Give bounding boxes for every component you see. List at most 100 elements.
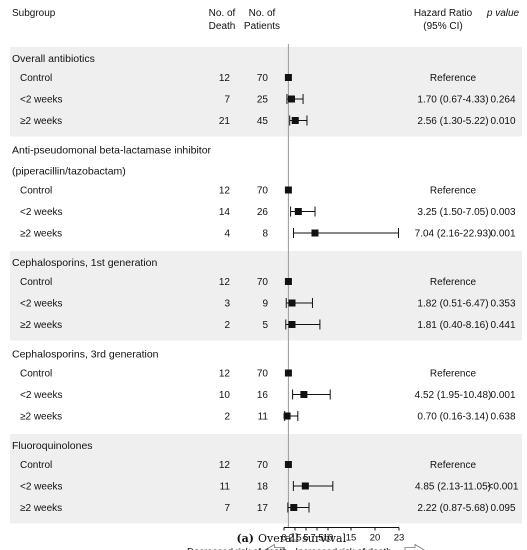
hazard-ratio-text: 7.04 (2.16-22.93) xyxy=(415,229,492,240)
hazard-ratio-point xyxy=(291,117,299,124)
hazard-ratio-text: Reference xyxy=(430,369,477,380)
deaths-value: 21 xyxy=(219,116,231,127)
patients-value: 70 xyxy=(257,186,269,197)
patients-value: 5 xyxy=(262,320,268,331)
hazard-ratio-point xyxy=(301,482,309,490)
x-tick-label: 15 xyxy=(346,533,357,544)
p-value: 0.638 xyxy=(490,412,515,423)
row-label: ≥2 weeks xyxy=(20,116,62,127)
hazard-ratio-text: Reference xyxy=(430,73,477,84)
x-tick-label: 0 xyxy=(281,533,286,544)
group-title: Overall antibiotics xyxy=(12,53,95,65)
header-hazard-ratio-line2: (95% CI) xyxy=(423,21,462,32)
hazard-ratio-point xyxy=(294,208,302,215)
deaths-value: 3 xyxy=(224,299,230,310)
patients-value: 17 xyxy=(257,503,269,514)
hazard-ratio-point xyxy=(290,504,298,511)
row-label: ≥2 weeks xyxy=(20,229,62,240)
p-value: 0.001 xyxy=(490,229,515,240)
legend-decreased-risk: Decreased risk of death xyxy=(187,547,287,550)
patients-value: 8 xyxy=(262,229,268,240)
patients-value: 70 xyxy=(257,369,269,380)
hazard-ratio-point xyxy=(284,369,292,377)
row-label: Control xyxy=(20,460,52,471)
row-label: <2 weeks xyxy=(20,95,63,106)
row-label: Control xyxy=(20,186,52,197)
group-title: Anti-pseudomonal beta-lactamase inhibito… xyxy=(12,145,212,157)
x-tick-label: 7.5 xyxy=(310,533,323,544)
header-deaths-line2: Death xyxy=(209,21,236,32)
p-value: 0.095 xyxy=(490,503,515,514)
group-title: Cephalosporins, 3rd generation xyxy=(12,349,159,361)
p-value: <0.001 xyxy=(488,482,519,493)
x-tick-label: 2.5 xyxy=(288,533,301,544)
p-value: 0.441 xyxy=(490,320,515,331)
row-label: ≥2 weeks xyxy=(20,320,62,331)
arrow-left-icon xyxy=(264,543,285,550)
hazard-ratio-text: 0.70 (0.16-3.14) xyxy=(417,412,488,423)
hazard-ratio-text: Reference xyxy=(430,460,477,471)
hazard-ratio-point xyxy=(287,95,295,103)
header-patients-line1: No. of xyxy=(249,8,276,19)
row-label: <2 weeks xyxy=(20,390,63,401)
hazard-ratio-point xyxy=(288,321,296,328)
hazard-ratio-point xyxy=(283,412,291,420)
group-title: (piperacillin/tazobactam) xyxy=(12,166,126,178)
group-band xyxy=(10,251,522,341)
x-tick-label: 20 xyxy=(370,533,381,544)
group-band xyxy=(10,434,522,524)
legend-increased-risk: Increased risk of death xyxy=(295,547,391,550)
group-band xyxy=(10,47,522,137)
group-title: Fluoroquinolones xyxy=(12,440,93,452)
p-value: 0.003 xyxy=(490,207,515,218)
deaths-value: 12 xyxy=(219,369,231,380)
row-label: <2 weeks xyxy=(20,482,63,493)
deaths-value: 7 xyxy=(224,503,230,514)
row-label: Control xyxy=(20,369,52,380)
p-value: 0.001 xyxy=(490,390,515,401)
hazard-ratio-text: 1.82 (0.51-6.47) xyxy=(417,299,488,310)
deaths-value: 12 xyxy=(219,460,231,471)
patients-value: 16 xyxy=(257,390,269,401)
header-p-value: p value xyxy=(486,8,520,19)
row-label: Control xyxy=(20,277,52,288)
caption-text: Overall survival xyxy=(258,532,347,545)
hazard-ratio-point xyxy=(284,186,292,194)
deaths-value: 11 xyxy=(220,482,231,493)
header-patients-line2: Patients xyxy=(244,21,280,32)
row-label: ≥2 weeks xyxy=(20,412,62,423)
hazard-ratio-point xyxy=(284,74,292,81)
arrow-right-icon xyxy=(404,543,425,550)
hazard-ratio-text: 1.81 (0.40-8.16) xyxy=(417,320,488,331)
hazard-ratio-text: Reference xyxy=(430,186,477,197)
hazard-ratio-point xyxy=(284,461,292,468)
row-label: <2 weeks xyxy=(20,299,63,310)
patients-value: 26 xyxy=(257,207,269,218)
x-tick-label: 5 xyxy=(303,533,308,544)
deaths-value: 7 xyxy=(224,95,230,106)
deaths-value: 4 xyxy=(224,229,230,240)
row-label: ≥2 weeks xyxy=(20,503,62,514)
hazard-ratio-point xyxy=(300,391,308,398)
row-label: <2 weeks xyxy=(20,207,63,218)
patients-value: 18 xyxy=(257,482,269,493)
deaths-value: 14 xyxy=(219,207,231,218)
hazard-ratio-text: 2.22 (0.87-5.68) xyxy=(417,503,488,514)
patients-value: 9 xyxy=(262,299,268,310)
x-tick-label: 10 xyxy=(323,533,334,544)
hazard-ratio-point xyxy=(311,229,319,237)
patients-value: 45 xyxy=(257,116,269,127)
header-subgroup: Subgroup xyxy=(12,8,56,19)
p-value: 0.264 xyxy=(490,95,515,106)
hazard-ratio-text: 1.70 (0.67-4.33) xyxy=(417,95,488,106)
p-value: 0.353 xyxy=(490,299,515,310)
row-label: Control xyxy=(20,73,52,84)
deaths-value: 12 xyxy=(219,186,231,197)
patients-value: 70 xyxy=(257,277,269,288)
hazard-ratio-text: 4.85 (2.13-11.05) xyxy=(415,482,491,493)
header-deaths-line1: No. of xyxy=(209,8,236,19)
p-value: 0.010 xyxy=(490,116,515,127)
patients-value: 11 xyxy=(258,412,269,423)
header-hazard-ratio-line1: Hazard Ratio xyxy=(414,8,473,19)
